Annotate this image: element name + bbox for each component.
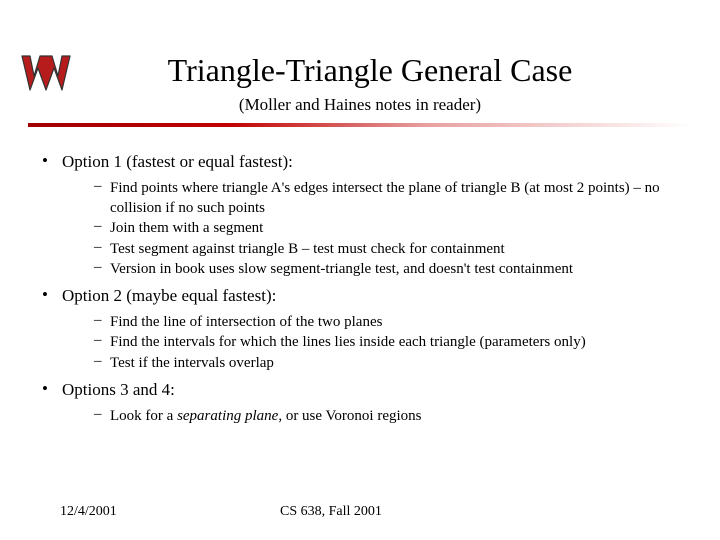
sub-bullet-item: –Test segment against triangle B – test …: [94, 239, 682, 259]
dash-marker-icon: –: [94, 406, 110, 423]
sub-bullet-item: –Find the intervals for which the lines …: [94, 332, 682, 352]
dash-marker-icon: –: [94, 239, 110, 256]
dash-marker-icon: –: [94, 218, 110, 235]
footer-date: 12/4/2001: [0, 504, 280, 520]
dash-marker-icon: –: [94, 178, 110, 195]
slide-subtitle: (Moller and Haines notes in reader): [0, 95, 720, 115]
wisconsin-logo-icon: [18, 48, 74, 98]
bullet-marker-icon: •: [28, 285, 62, 305]
bullet-item: •Options 3 and 4:: [28, 379, 692, 402]
sub-bullet-text: Find points where triangle A's edges int…: [110, 178, 682, 219]
slide-body: •Option 1 (fastest or equal fastest):–Fi…: [0, 127, 720, 426]
sub-bullet-item: –Version in book uses slow segment-trian…: [94, 259, 682, 279]
sub-list: –Look for a separating plane, or use Vor…: [28, 406, 692, 426]
bullet-marker-icon: •: [28, 379, 62, 399]
dash-marker-icon: –: [94, 353, 110, 370]
bullet-text: Options 3 and 4:: [62, 379, 175, 402]
bullet-text: Option 2 (maybe equal fastest):: [62, 285, 276, 308]
dash-marker-icon: –: [94, 332, 110, 349]
footer-course: CS 638, Fall 2001: [280, 504, 382, 520]
sub-bullet-text: Look for a separating plane, or use Voro…: [110, 406, 422, 426]
sub-bullet-item: –Test if the intervals overlap: [94, 353, 682, 373]
sub-bullet-item: –Find the line of intersection of the tw…: [94, 312, 682, 332]
bullet-text: Option 1 (fastest or equal fastest):: [62, 151, 293, 174]
sub-bullet-text: Test if the intervals overlap: [110, 353, 274, 373]
bullet-item: •Option 1 (fastest or equal fastest):: [28, 151, 692, 174]
sub-list: –Find points where triangle A's edges in…: [28, 178, 692, 279]
dash-marker-icon: –: [94, 312, 110, 329]
sub-bullet-text: Test segment against triangle B – test m…: [110, 239, 505, 259]
slide-title: Triangle-Triangle General Case: [0, 0, 720, 89]
sub-list: –Find the line of intersection of the tw…: [28, 312, 692, 373]
sub-bullet-item: –Join them with a segment: [94, 218, 682, 238]
sub-bullet-text: Join them with a segment: [110, 218, 263, 238]
sub-bullet-text: Find the intervals for which the lines l…: [110, 332, 586, 352]
sub-bullet-text: Find the line of intersection of the two…: [110, 312, 382, 332]
dash-marker-icon: –: [94, 259, 110, 276]
bullet-marker-icon: •: [28, 151, 62, 171]
slide-footer: 12/4/2001 CS 638, Fall 2001: [0, 504, 720, 520]
sub-bullet-item: –Look for a separating plane, or use Vor…: [94, 406, 682, 426]
bullet-item: •Option 2 (maybe equal fastest):: [28, 285, 692, 308]
sub-bullet-text: Version in book uses slow segment-triang…: [110, 259, 573, 279]
sub-bullet-item: –Find points where triangle A's edges in…: [94, 178, 682, 219]
